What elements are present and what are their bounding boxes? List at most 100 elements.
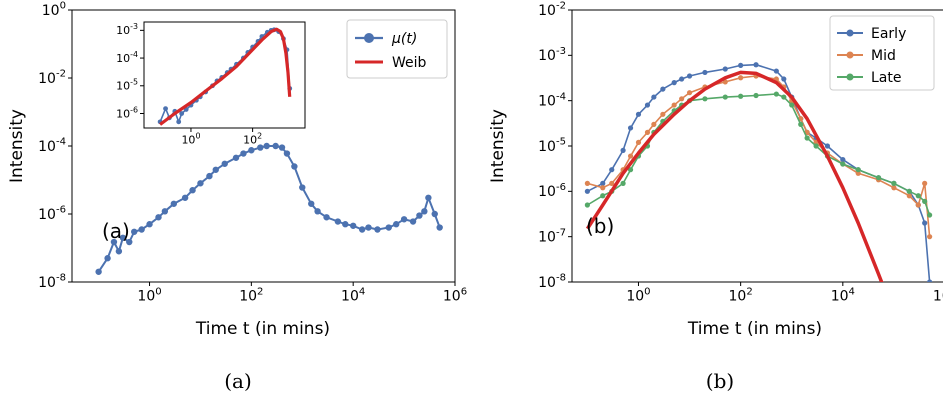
panel-b-late-point xyxy=(804,135,810,141)
panel-a-mu-point xyxy=(104,255,111,262)
legend-mid-marker xyxy=(846,51,854,59)
panel-b-x-tick-label: 104 xyxy=(831,286,855,304)
panel-a-mu-point xyxy=(421,208,428,215)
inset-y-tick-label: 10-6 xyxy=(116,105,138,120)
panel-a: 100 102 104 106 10-8 10-6 10-4 10-2 100 Time t … xyxy=(7,1,467,339)
panel-b-mid-point xyxy=(922,180,928,186)
panel-b-mid-point xyxy=(609,180,615,186)
inset-mu-point xyxy=(176,119,182,125)
panel-b-mid-point xyxy=(738,75,744,81)
panel-b-mid-point xyxy=(722,79,728,85)
panel-b-early-point xyxy=(824,143,831,149)
panel-a-mu-point xyxy=(161,208,169,215)
panel-b-mid-point xyxy=(651,121,657,127)
panel-a-mu-point xyxy=(181,194,189,201)
panel-b-y-tick-label: 10-7 xyxy=(538,227,566,245)
caption-a: (a) xyxy=(224,369,252,393)
legend-early-label: Early xyxy=(871,26,906,42)
panel-a-x-tick-label: 102 xyxy=(239,286,263,304)
panel-b-late-point xyxy=(600,193,606,199)
panel-b-early-point xyxy=(753,62,759,68)
panel-a-mu-point xyxy=(299,184,306,191)
panel-b-y-label: Intensity xyxy=(488,109,508,183)
legend-early-marker xyxy=(846,29,854,37)
panel-a-legend: μ(t) Weib xyxy=(346,19,448,79)
panel-a-mu-point xyxy=(308,200,315,207)
panel-b-early-point xyxy=(627,125,634,131)
panel-a-mu-point xyxy=(115,248,123,255)
legend-late-label: Late xyxy=(871,70,901,86)
panel-b-mid-point xyxy=(584,180,590,186)
panel-a-x-tick-label: 100 xyxy=(137,286,161,304)
inset-y-tick-label: 10-3 xyxy=(116,22,138,37)
panel-b-y-tick-label: 10-4 xyxy=(538,91,566,109)
panel-b-x-ticks: 100 102 104 106 xyxy=(626,282,943,305)
panel-b-mid-point xyxy=(660,111,666,117)
panel-b-late-point xyxy=(891,180,897,186)
panel-a-mu-point xyxy=(393,221,400,228)
panel-a-x-tick-label: 106 xyxy=(443,286,467,304)
panel-b-late-point xyxy=(722,94,728,100)
legend-weib-label: Weib xyxy=(392,55,427,71)
panel-a-mu-point xyxy=(232,154,240,161)
panel-a-series xyxy=(95,142,443,275)
panel-a-y-label: Intensity xyxy=(7,109,27,183)
panel-a-x-label: Time t (in mins) xyxy=(195,319,330,339)
inset-plot: 100 102 10-6 10-5 10-4 10-3 xyxy=(116,21,306,147)
panel-b-early-line xyxy=(587,63,931,282)
panel-b-late-point xyxy=(915,193,921,199)
panel-b-y-tick-label: 10-2 xyxy=(538,1,566,19)
panel-a-y-tick-label: 10-8 xyxy=(38,273,66,291)
panel-a-mu-point xyxy=(314,208,321,215)
panel-b-y-ticks: 10-8 10-7 10-6 10-5 10-4 10-3 10-2 xyxy=(538,1,572,291)
panel-b-legend-box xyxy=(829,15,935,91)
panel-a-label: (a) xyxy=(102,219,130,243)
panel-a-mu-point xyxy=(170,200,178,207)
panel-b-late-point xyxy=(773,91,779,97)
panel-a-mu-point xyxy=(248,147,255,154)
panel-a-mu-point xyxy=(291,163,298,170)
panel-b-mid-point xyxy=(635,139,642,146)
legend-late-marker xyxy=(846,73,854,81)
panel-b-early-point xyxy=(722,66,728,72)
inset-y-tick-label: 10-5 xyxy=(116,78,138,93)
panel-b-early-point xyxy=(644,102,651,108)
panel-b-mid-point xyxy=(671,102,677,108)
panel-b-y-tick-label: 10-3 xyxy=(538,46,566,64)
panel-a-y-tick-label: 10-4 xyxy=(38,137,66,155)
panel-b-late-point xyxy=(789,102,795,108)
panel-a-mu-point xyxy=(278,144,286,151)
panel-b-early-point xyxy=(620,147,626,153)
panel-b-late-point xyxy=(702,96,708,102)
panel-b-early-point xyxy=(679,76,685,82)
panel-a-mu-point xyxy=(206,172,213,180)
panel-a-y-tick-label: 10-6 xyxy=(38,205,66,223)
panel-b-x-tick-label: 100 xyxy=(626,286,650,304)
panel-a-mu-point xyxy=(257,144,264,151)
inset-y-tick-label: 10-4 xyxy=(116,50,138,65)
panel-b-mid-point xyxy=(600,185,606,191)
panel-b-mid-point xyxy=(686,90,693,96)
panel-a-mu-point xyxy=(138,226,145,233)
legend-mu-marker xyxy=(364,33,374,43)
panel-b-late-point xyxy=(627,167,634,173)
panel-b-x-tick-label: 102 xyxy=(729,286,753,304)
panel-a-y-ticks: 10-8 10-6 10-4 10-2 100 xyxy=(38,1,72,291)
panel-a-mu-line xyxy=(97,145,441,273)
panel-a-mu-point xyxy=(221,160,228,167)
panel-b-late-point xyxy=(798,121,804,127)
panel-b-late-point xyxy=(906,188,912,194)
panel-b-early-point xyxy=(781,76,787,82)
panel-b-mid-point xyxy=(915,202,921,208)
panel-b-mid-point xyxy=(891,185,897,191)
panel-b-mid-point xyxy=(906,193,912,199)
inset-mu-point xyxy=(179,111,185,116)
panel-b-late-point xyxy=(855,167,861,173)
panel-b-early-point xyxy=(660,86,666,92)
panel-a-mu-point xyxy=(263,142,270,150)
panel-b-mid-point xyxy=(679,96,685,102)
inset-y-ticks: 10-6 10-5 10-4 10-3 xyxy=(116,22,144,120)
panel-a-mu-point xyxy=(189,187,196,194)
panel-b-early-point xyxy=(702,69,708,76)
